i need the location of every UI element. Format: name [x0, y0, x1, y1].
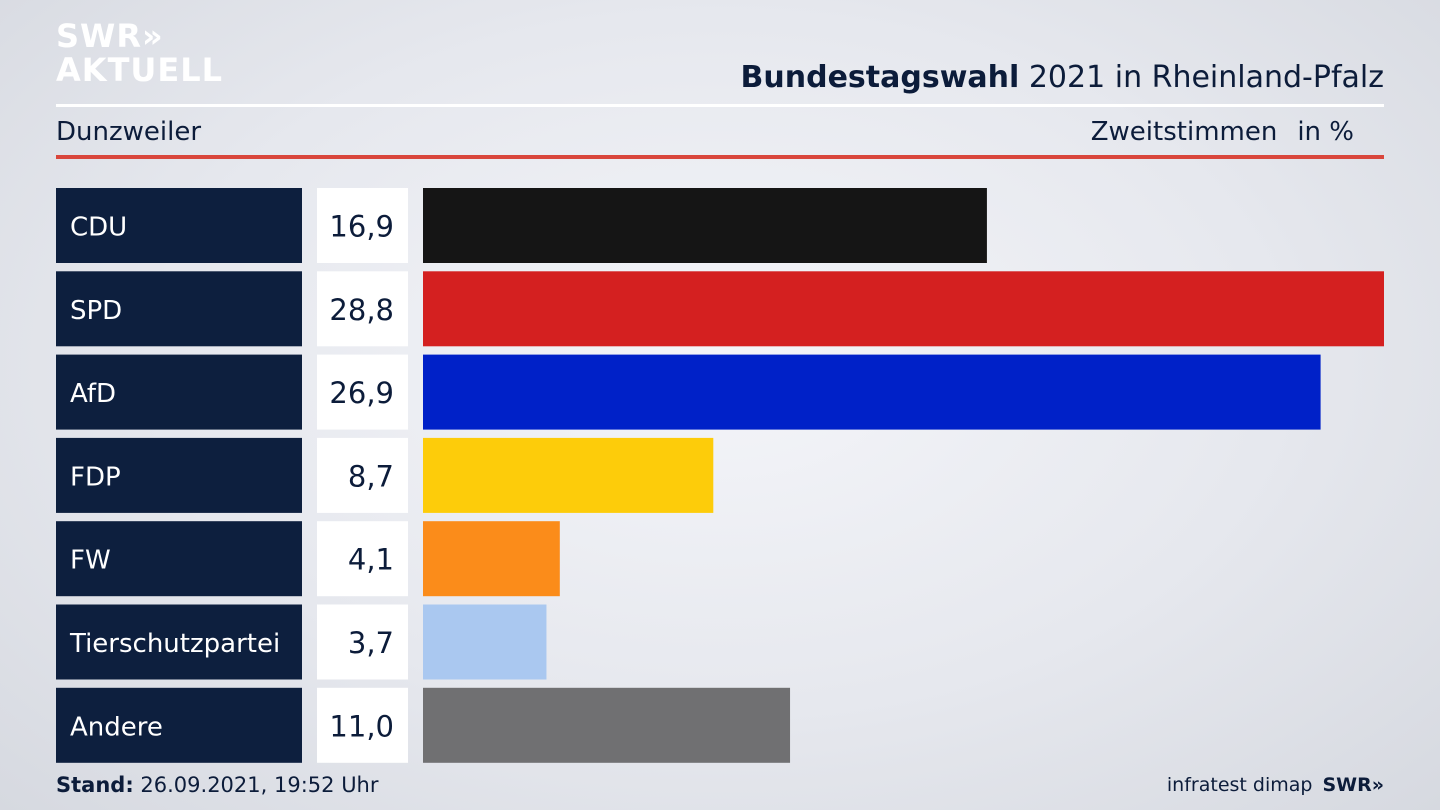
value-box [317, 188, 408, 263]
party-label: Tierschutzpartei [69, 629, 280, 659]
timestamp: Stand: 26.09.2021, 19:52 Uhr [56, 770, 379, 800]
party-label-box [56, 188, 302, 263]
accent-divider [56, 155, 1384, 159]
title-bold: Bundestagswahl [740, 60, 1020, 95]
value-label: 26,9 [329, 376, 394, 410]
vote-type: Zweitstimmen [1090, 117, 1278, 147]
party-label-box [56, 271, 302, 347]
stand-value: 26.09.2021, 19:52 Uhr [140, 773, 379, 797]
party-label-box [56, 437, 302, 513]
bar-andere [423, 687, 791, 763]
bar-fdp [423, 437, 714, 513]
region-name: Dunzweiler [56, 117, 202, 147]
party-label-box [56, 354, 302, 430]
party-label-box [56, 604, 302, 680]
value-label: 28,8 [329, 293, 394, 327]
party-label: Andere [70, 712, 163, 742]
measure-label: Zweitstimmen in % [1091, 114, 1354, 150]
party-label: FW [70, 546, 111, 576]
bar-cdu [423, 188, 987, 263]
bar-afd [423, 354, 1321, 430]
value-box [317, 521, 408, 597]
source-name: infratest dimap [1166, 774, 1313, 796]
party-label: FDP [70, 462, 121, 492]
party-label: AfD [70, 379, 116, 409]
value-box [317, 604, 408, 680]
bar-fw [423, 521, 560, 597]
party-label-box [56, 687, 302, 763]
bar-spd [423, 271, 1384, 347]
logo-line-1: SWR» [56, 17, 164, 55]
value-box [317, 354, 408, 430]
party-label: SPD [70, 296, 122, 326]
value-label: 3,7 [348, 626, 394, 660]
value-label: 4,1 [348, 543, 394, 577]
title-rest: 2021 in Rheinland-Pfalz [1028, 60, 1384, 95]
page-title: Bundestagswahl 2021 in Rheinland-Pfalz [741, 58, 1384, 98]
value-label: 8,7 [348, 459, 394, 493]
value-label: 16,9 [329, 210, 394, 244]
header-divider [56, 104, 1384, 107]
value-box [317, 437, 408, 513]
unit-label: in % [1297, 117, 1354, 147]
stand-label: Stand: [56, 773, 134, 797]
value-box [317, 687, 408, 763]
source-credit: infratest dimap SWR» [1167, 770, 1384, 800]
party-label: CDU [70, 213, 127, 243]
source-logo: SWR» [1322, 774, 1384, 796]
party-label-box [56, 521, 302, 597]
value-label: 11,0 [329, 709, 394, 743]
swr-aktuell-logo: SWR» AKTUELL [56, 18, 226, 90]
value-box [317, 271, 408, 347]
logo-line-2: AKTUELL [56, 51, 224, 89]
bar-tierschutzpartei [423, 604, 547, 680]
